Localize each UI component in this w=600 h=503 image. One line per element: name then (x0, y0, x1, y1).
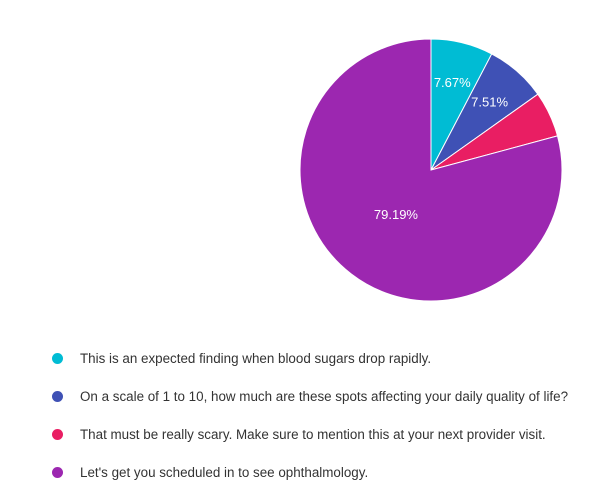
pie-chart: 7.67%7.51% 79.19% (299, 38, 563, 302)
slice-value-label: 7.67% (434, 75, 471, 90)
pie-slice-4 (299, 38, 563, 302)
legend-marker (52, 391, 63, 402)
legend-item: On a scale of 1 to 10, how much are thes… (52, 388, 568, 405)
slice-value-label: 79.19% (374, 207, 419, 222)
legend-item: Let's get you scheduled in to see ophtha… (52, 464, 568, 481)
legend-marker (52, 429, 63, 440)
legend-marker (52, 353, 63, 364)
legend-label: This is an expected finding when blood s… (80, 351, 432, 366)
slice-value-label: 7.51% (471, 94, 508, 109)
legend-item: That must be really scary. Make sure to … (52, 426, 568, 443)
legend-item: This is an expected finding when blood s… (52, 350, 568, 367)
chart-legend: This is an expected finding when blood s… (52, 350, 568, 502)
legend-label: That must be really scary. Make sure to … (80, 427, 546, 442)
legend-label: On a scale of 1 to 10, how much are thes… (80, 389, 569, 404)
legend-label: Let's get you scheduled in to see ophtha… (80, 465, 369, 480)
legend-marker (52, 467, 63, 478)
